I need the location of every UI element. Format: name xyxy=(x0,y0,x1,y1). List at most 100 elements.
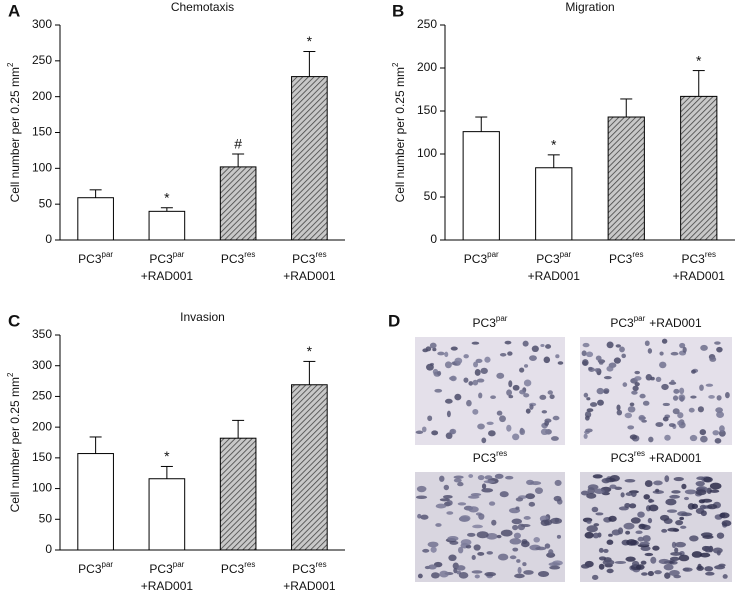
y-tick-label: 200 xyxy=(32,419,52,433)
x-tick-label-superscript: res xyxy=(315,560,326,569)
cell xyxy=(453,567,458,574)
cell xyxy=(661,338,668,344)
y-tick-label: 250 xyxy=(417,17,437,31)
cell xyxy=(591,574,599,581)
cell xyxy=(587,484,599,490)
cell xyxy=(593,523,600,527)
cell xyxy=(714,341,721,345)
cell xyxy=(535,546,547,551)
cell xyxy=(630,517,641,524)
cell xyxy=(650,556,657,564)
cell xyxy=(586,492,597,499)
cell xyxy=(425,346,432,352)
cell xyxy=(679,342,686,349)
x-tick-label-base: PC3 xyxy=(536,252,560,266)
cell xyxy=(673,476,684,482)
x-tick-label-superscript: par xyxy=(102,560,114,569)
cell xyxy=(430,546,437,553)
cell xyxy=(523,393,530,398)
cell xyxy=(695,480,705,487)
cell xyxy=(435,503,447,509)
cell xyxy=(476,531,489,539)
cell xyxy=(603,548,609,553)
cell xyxy=(616,404,621,411)
cell xyxy=(447,535,459,541)
cell xyxy=(586,525,598,533)
cell xyxy=(580,490,589,496)
cell xyxy=(446,511,454,515)
cell xyxy=(606,568,614,574)
cell xyxy=(645,374,653,381)
significance-marker: * xyxy=(164,189,170,205)
cell xyxy=(460,539,472,546)
cell xyxy=(586,397,591,401)
x-tick-label: PC3res xyxy=(221,250,255,266)
cell xyxy=(472,379,479,386)
cell xyxy=(631,390,638,395)
x-tick-label: PC3par xyxy=(149,250,184,266)
cell xyxy=(624,412,633,419)
significance-marker: * xyxy=(307,343,313,359)
cell xyxy=(591,506,599,513)
cell xyxy=(672,395,679,401)
bar xyxy=(607,116,645,241)
panel-letter: A xyxy=(8,1,20,20)
cell xyxy=(629,434,638,440)
cell xyxy=(705,383,714,387)
x-tick-label-line2: +RAD001 xyxy=(528,269,581,283)
cell xyxy=(494,473,504,479)
cell xyxy=(529,355,537,362)
cell xyxy=(473,544,481,551)
cell xyxy=(625,530,631,535)
cell xyxy=(468,474,474,478)
cell xyxy=(429,342,437,349)
panel-letter: D xyxy=(388,311,400,330)
cell xyxy=(606,365,614,372)
y-tick-label: 100 xyxy=(32,161,52,175)
x-tick-label-base: PC3 xyxy=(609,252,633,266)
cell xyxy=(699,504,707,510)
cell xyxy=(659,361,667,369)
significance-marker: * xyxy=(696,52,702,68)
cell xyxy=(647,571,655,577)
y-tick-label: 250 xyxy=(32,389,52,403)
cell xyxy=(539,394,547,400)
cell xyxy=(448,554,457,562)
cell xyxy=(431,430,439,436)
cell xyxy=(699,552,711,558)
cell xyxy=(484,356,491,363)
cell xyxy=(606,539,614,545)
cell xyxy=(703,476,713,483)
micrograph-label: PC3par +RAD001 xyxy=(610,314,702,330)
cell xyxy=(445,432,453,440)
cell xyxy=(552,415,560,421)
cell xyxy=(716,346,723,353)
cell xyxy=(721,520,732,527)
significance-marker: * xyxy=(551,137,557,153)
cell xyxy=(696,476,706,481)
cell xyxy=(516,559,521,563)
cell xyxy=(614,560,627,564)
cell xyxy=(588,366,593,371)
cell xyxy=(666,509,678,513)
cell xyxy=(550,436,559,441)
cell xyxy=(603,388,610,394)
cell xyxy=(626,539,637,546)
cell xyxy=(548,562,561,567)
cell xyxy=(521,540,530,548)
cell xyxy=(665,498,677,506)
x-tick-label-superscript: res xyxy=(705,250,716,259)
cell xyxy=(509,538,522,545)
cell xyxy=(638,523,646,530)
micrograph-label: PC3res +RAD001 xyxy=(611,449,702,465)
cell xyxy=(534,487,543,495)
cell xyxy=(629,402,635,407)
panel-letter: B xyxy=(392,1,404,20)
cell xyxy=(695,489,707,496)
y-tick-label: 150 xyxy=(32,125,52,139)
cell xyxy=(519,367,525,373)
chart-title: Invasion xyxy=(180,310,225,324)
cell xyxy=(507,351,513,356)
cell xyxy=(459,515,471,522)
micrograph-label-superscript: par xyxy=(634,314,646,323)
